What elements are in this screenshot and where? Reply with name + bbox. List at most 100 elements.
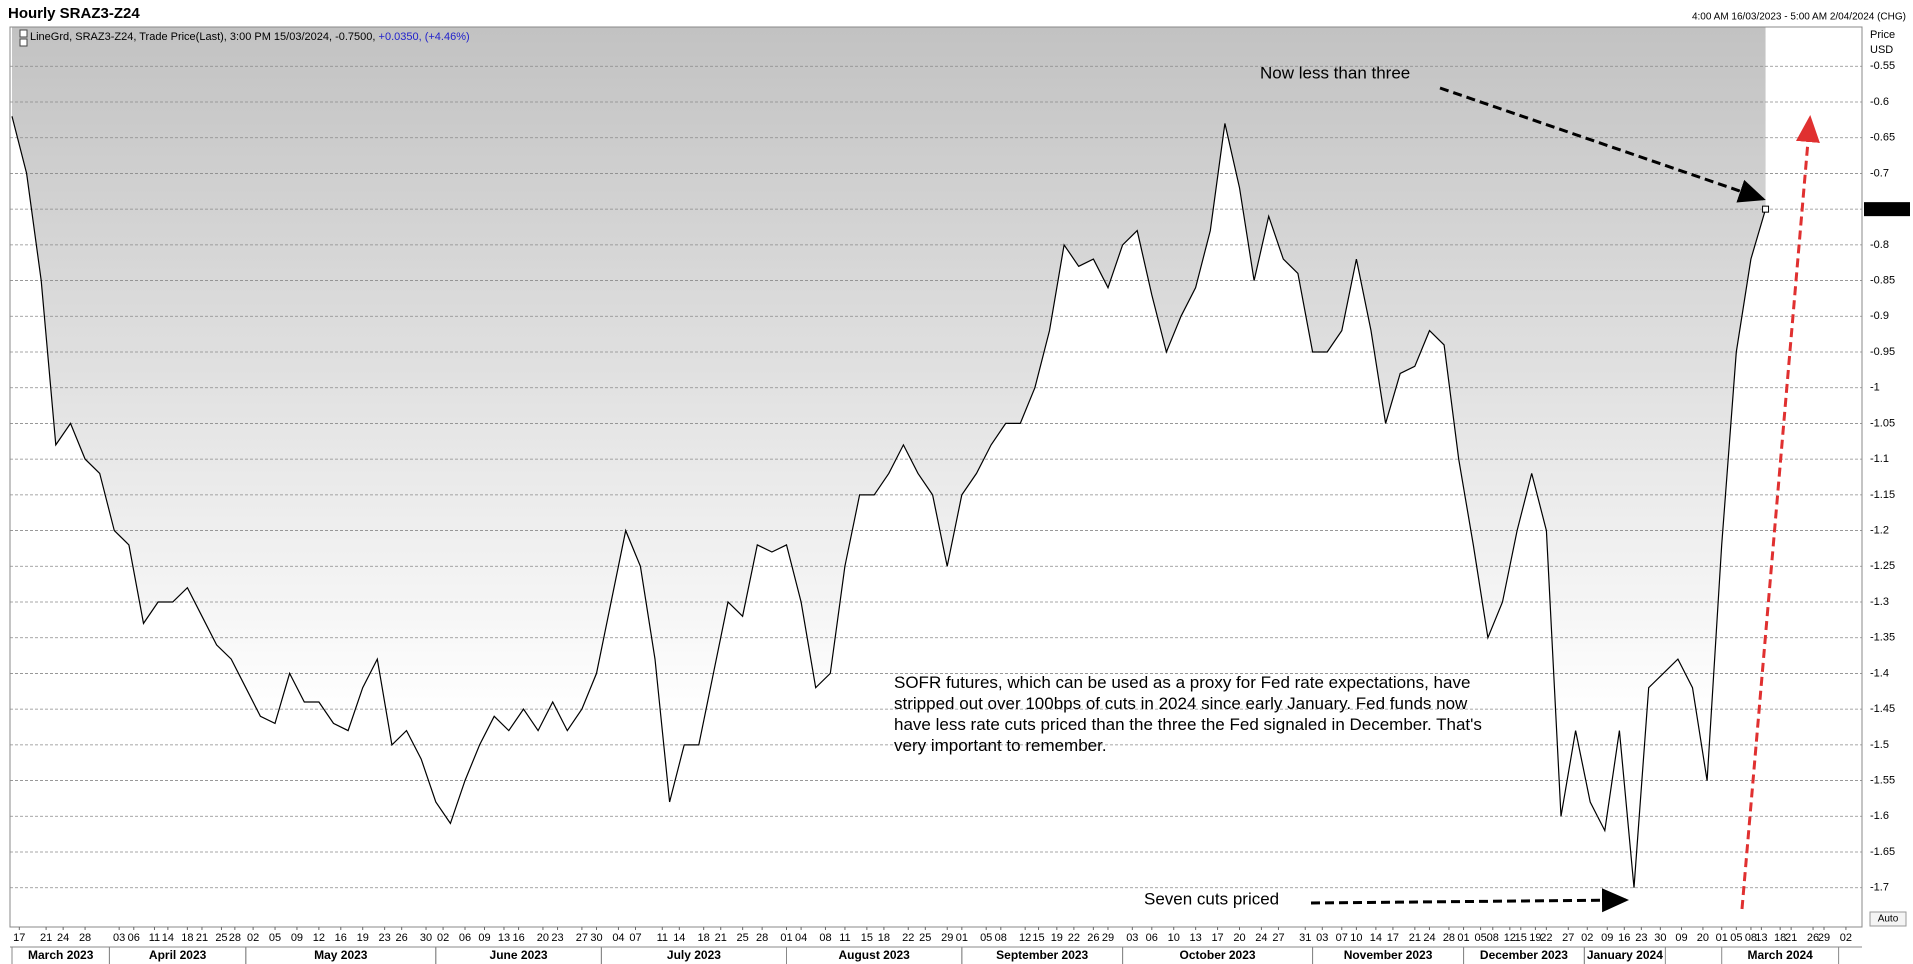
- y-tick-label: -0.9: [1870, 310, 1889, 322]
- x-tick-label: 26: [1087, 932, 1099, 944]
- x-tick-label: 01: [1457, 932, 1469, 944]
- x-tick-label: 02: [1581, 932, 1593, 944]
- x-tick-label: 17: [1211, 932, 1223, 944]
- x-tick-label: 29: [1102, 932, 1114, 944]
- x-tick-label: 11: [149, 932, 160, 944]
- plot-area: [10, 27, 1862, 889]
- title-bar: [0, 0, 1913, 27]
- month-label: December 2023: [1480, 948, 1568, 962]
- x-tick-label: 24: [1255, 932, 1267, 944]
- annotation-arrow: [1439, 86, 1766, 203]
- x-tick-label: 08: [1487, 932, 1499, 944]
- x-tick-label: 14: [673, 932, 685, 944]
- x-tick-label: 21: [196, 932, 208, 944]
- y-tick-label: -1.65: [1870, 846, 1895, 858]
- auto-button-label[interactable]: Auto: [1878, 914, 1899, 925]
- y-tick-label: -1.55: [1870, 774, 1895, 786]
- x-tick-label: 11: [657, 932, 668, 944]
- annotation-note: SOFR futures, which can be used as a pro…: [894, 673, 1482, 755]
- y-tick-label: -1.7: [1870, 882, 1889, 894]
- x-tick-label: 07: [629, 932, 641, 944]
- x-tick-label: 25: [215, 932, 227, 944]
- x-tick-label: 08: [995, 932, 1007, 944]
- x-tick-label: 13: [498, 932, 510, 944]
- y-axis-unit: USD: [1870, 44, 1893, 56]
- x-tick-label: 06: [128, 932, 140, 944]
- month-label: January 2024: [1587, 948, 1663, 962]
- x-tick-label: 26: [1807, 932, 1819, 944]
- x-tick-label: 02: [247, 932, 259, 944]
- month-label: May 2023: [314, 948, 368, 962]
- last-point-marker: [1762, 205, 1770, 213]
- x-tick-label: 16: [335, 932, 347, 944]
- x-tick-label: 15: [1515, 932, 1527, 944]
- month-label: August 2023: [838, 948, 910, 962]
- y-tick-label: -1.6: [1870, 810, 1889, 822]
- month-label: June 2023: [490, 948, 548, 962]
- x-tick-label: 16: [1618, 932, 1630, 944]
- x-tick-label: 03: [113, 932, 125, 944]
- y-tick-label: -1.25: [1870, 560, 1895, 572]
- x-tick-label: 15: [861, 932, 873, 944]
- x-tick-label: 30: [590, 932, 602, 944]
- x-tick-label: 01: [956, 932, 968, 944]
- x-tick-label: 05: [1474, 932, 1486, 944]
- x-tick-label: 21: [715, 932, 727, 944]
- x-tick-label: 12: [313, 932, 325, 944]
- x-tick-label: 07: [1336, 932, 1348, 944]
- x-tick-label: 28: [79, 932, 91, 944]
- x-tick-label: 02: [1840, 932, 1852, 944]
- x-tick-label: 14: [1370, 932, 1382, 944]
- x-tick-label: 19: [1529, 932, 1541, 944]
- auto-button[interactable]: [1869, 911, 1907, 927]
- x-tick-label: 02: [437, 932, 449, 944]
- x-tick-label: 13: [1190, 932, 1202, 944]
- x-tick-label: 27: [576, 932, 588, 944]
- x-tick-label: 03: [1316, 932, 1328, 944]
- month-label: March 2023: [28, 948, 94, 962]
- x-tick-label: 30: [1654, 932, 1666, 944]
- y-tick-label: -1.35: [1870, 632, 1895, 644]
- month-label: July 2023: [667, 948, 721, 962]
- x-tick-label: 06: [459, 932, 471, 944]
- x-tick-label: 21: [1409, 932, 1421, 944]
- annotation: Seven cuts priced: [1144, 889, 1279, 908]
- x-tick-label: 27: [1562, 932, 1574, 944]
- x-tick-label: 25: [919, 932, 931, 944]
- x-tick-label: 28: [756, 932, 768, 944]
- legend-icon: [19, 29, 28, 38]
- y-tick-label: -0.6: [1870, 96, 1889, 108]
- x-tick-label: 18: [1774, 932, 1786, 944]
- x-tick-label: 10: [1350, 932, 1362, 944]
- x-tick-label: 05: [1730, 932, 1742, 944]
- y-tick-label: -1.1: [1870, 453, 1889, 465]
- x-tick-label: 31: [1299, 932, 1311, 944]
- y-axis-label: Price: [1870, 29, 1895, 41]
- x-tick-label: 26: [396, 932, 408, 944]
- x-tick-label: 22: [902, 932, 914, 944]
- legend-label: LineGrd, SRAZ3-Z24, Trade Price(Last), 3…: [30, 31, 375, 43]
- x-tick-label: 23: [1635, 932, 1647, 944]
- x-tick-label: 17: [1387, 932, 1399, 944]
- x-tick-label: 18: [181, 932, 193, 944]
- x-tick-label: 22: [1068, 932, 1080, 944]
- date-range: 4:00 AM 16/03/2023 - 5:00 AM 2/04/2024 (…: [1692, 12, 1906, 23]
- legend-text: LineGrd, SRAZ3-Z24, Trade Price(Last), 3…: [30, 31, 470, 43]
- y-tick-label: -0.8: [1870, 239, 1889, 251]
- y-tick-label: -0.85: [1870, 274, 1895, 286]
- x-tick-label: 28: [229, 932, 241, 944]
- area: [12, 27, 1766, 888]
- x-tick-label: 18: [878, 932, 890, 944]
- x-tick-label: 21: [1785, 932, 1797, 944]
- last-price-label: -0.7500: [1868, 204, 1902, 215]
- x-tick-label: 03: [1126, 932, 1138, 944]
- x-tick-label: 15: [1032, 932, 1044, 944]
- y-tick-label: -1.15: [1870, 489, 1895, 501]
- y-tick-label: -1.45: [1870, 703, 1895, 715]
- x-tick-label: 09: [1675, 932, 1687, 944]
- x-tick-label: 01: [780, 932, 792, 944]
- month-label: April 2023: [149, 948, 207, 962]
- x-tick-label: 29: [941, 932, 953, 944]
